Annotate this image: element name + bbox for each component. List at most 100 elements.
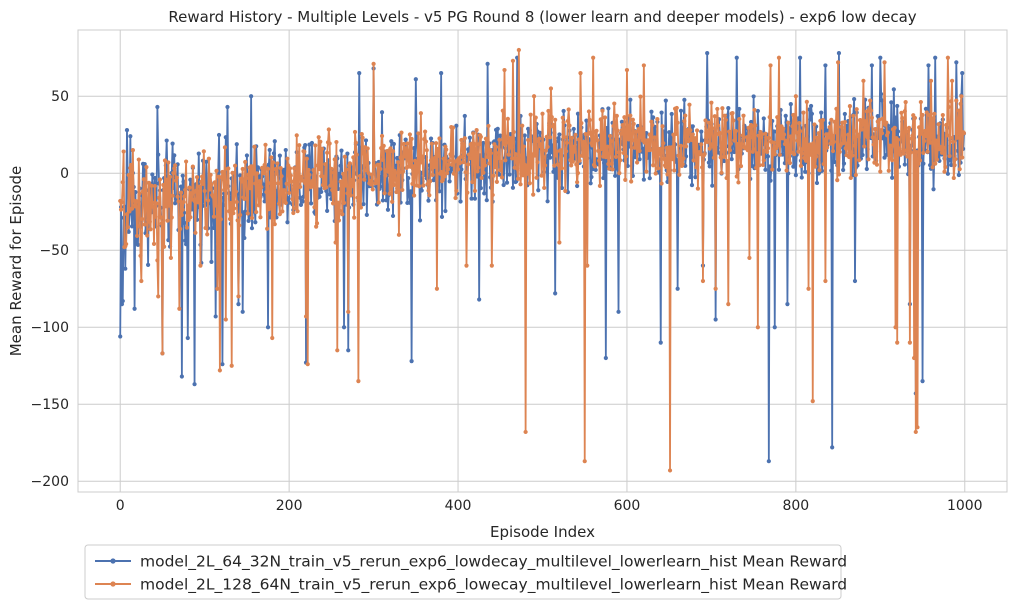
data-point — [564, 149, 569, 154]
data-point — [355, 195, 360, 200]
data-point — [273, 167, 278, 172]
data-point — [771, 140, 777, 145]
data-point — [509, 145, 514, 150]
data-point — [538, 144, 543, 149]
data-point — [945, 171, 950, 176]
data-point — [518, 182, 523, 187]
data-point — [164, 177, 169, 182]
data-point — [904, 148, 909, 153]
data-point — [689, 182, 695, 188]
data-point — [886, 126, 891, 131]
data-point — [216, 132, 222, 138]
data-point — [835, 178, 840, 183]
data-point — [955, 135, 960, 140]
data-point — [821, 161, 826, 167]
data-point — [134, 199, 139, 204]
data-point — [581, 139, 586, 145]
data-point — [736, 180, 741, 185]
data-point — [153, 214, 158, 219]
data-point — [145, 233, 150, 238]
data-point — [741, 113, 746, 118]
data-point — [841, 161, 847, 166]
data-point — [376, 200, 381, 205]
data-point — [136, 157, 141, 162]
data-point — [264, 189, 269, 195]
data-point — [915, 425, 920, 430]
data-point — [593, 167, 598, 173]
data-point — [484, 198, 489, 203]
data-point — [917, 125, 922, 130]
data-point — [700, 165, 705, 170]
data-point — [819, 125, 825, 130]
data-point — [298, 195, 303, 200]
data-point — [810, 399, 815, 404]
data-point — [852, 128, 857, 134]
data-point — [166, 237, 171, 243]
data-point — [542, 185, 547, 191]
data-point — [467, 135, 472, 140]
data-point — [721, 154, 727, 159]
data-point — [467, 156, 472, 161]
data-point — [205, 198, 211, 203]
data-point — [459, 167, 464, 172]
data-point — [364, 212, 369, 217]
data-point — [402, 154, 407, 159]
data-point — [889, 100, 894, 105]
data-point — [610, 167, 615, 172]
data-point — [842, 111, 847, 117]
data-point — [559, 166, 565, 171]
data-point — [698, 151, 703, 157]
data-point — [602, 115, 608, 120]
data-point — [711, 155, 717, 160]
series-line — [119, 49, 965, 472]
data-point — [952, 163, 957, 168]
data-point — [780, 136, 785, 141]
x-tick-label: 400 — [445, 498, 472, 514]
data-point — [899, 110, 904, 115]
data-point — [637, 148, 642, 154]
data-point — [693, 175, 698, 180]
data-point — [727, 148, 733, 153]
data-point — [877, 117, 882, 122]
data-point — [177, 306, 182, 311]
data-point — [548, 135, 553, 140]
data-point — [827, 125, 832, 130]
data-point — [916, 161, 921, 167]
data-point — [296, 164, 301, 170]
data-point — [382, 191, 387, 196]
data-point — [726, 302, 731, 307]
data-point — [262, 162, 267, 168]
data-point — [183, 238, 188, 243]
data-point — [949, 162, 954, 168]
data-point — [588, 130, 593, 135]
data-point — [475, 174, 480, 179]
data-point — [680, 162, 685, 167]
data-point — [190, 164, 195, 169]
data-point — [300, 178, 305, 183]
data-point — [687, 102, 692, 107]
data-point — [933, 55, 938, 60]
data-point — [663, 98, 668, 103]
data-point — [234, 199, 239, 205]
data-point — [185, 203, 190, 208]
data-point — [677, 172, 682, 177]
data-point — [623, 177, 628, 182]
data-point — [560, 115, 565, 120]
data-point — [395, 160, 401, 165]
data-point — [569, 163, 574, 168]
data-point — [351, 155, 356, 160]
data-point — [314, 224, 319, 229]
data-point — [917, 158, 923, 163]
data-point — [755, 325, 760, 330]
data-point — [381, 143, 386, 148]
data-point — [352, 129, 358, 135]
data-point — [225, 104, 230, 110]
data-point — [439, 169, 444, 175]
data-point — [428, 136, 434, 141]
data-point — [711, 144, 716, 149]
data-point — [211, 225, 217, 231]
data-point — [272, 139, 277, 144]
data-point — [127, 209, 132, 214]
data-point — [162, 244, 167, 249]
data-point — [876, 120, 881, 126]
